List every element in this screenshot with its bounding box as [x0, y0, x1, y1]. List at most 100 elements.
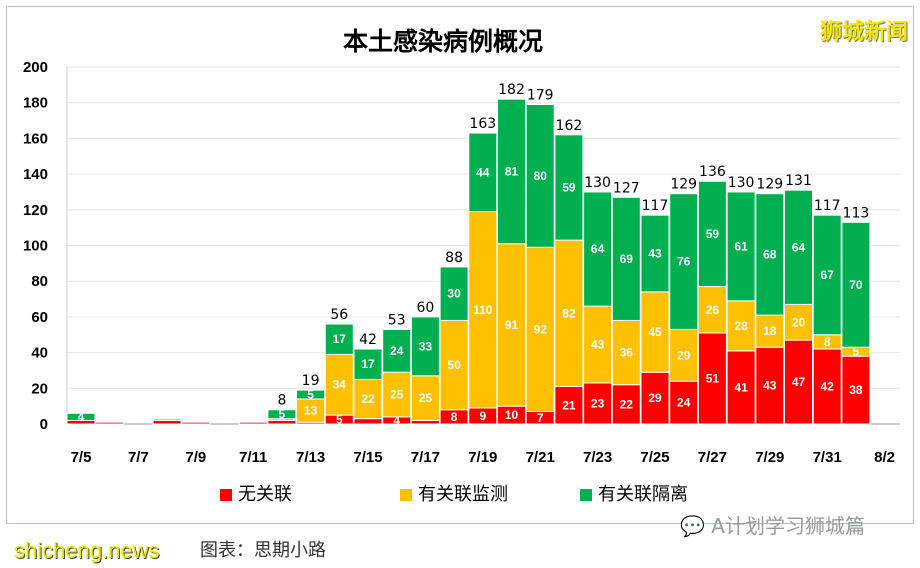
y-tick-label: 0 [40, 416, 48, 433]
total-label: 136 [699, 164, 726, 180]
bar-segment [439, 266, 469, 321]
bar-segment [238, 421, 268, 425]
total-label: 130 [728, 175, 755, 191]
legend-label: 有关联监测 [418, 484, 508, 505]
data-label: 47 [792, 375, 806, 389]
bar-segment [410, 375, 440, 421]
bar-segment [152, 418, 182, 421]
bar-segment [784, 189, 813, 305]
x-tick-label: 7/25 [640, 449, 669, 466]
x-tick-label: 7/5 [71, 449, 92, 466]
wechat-watermark-text: A计划学习狮城篇 [711, 514, 865, 538]
data-label: 59 [562, 180, 576, 194]
data-label: 36 [620, 346, 634, 360]
data-label: 33 [419, 339, 433, 353]
total-label: 179 [527, 87, 554, 103]
data-label: 20 [792, 315, 806, 329]
legend-item: 无关联 [220, 484, 400, 506]
y-tick-label: 120 [23, 202, 48, 219]
wechat-watermark: 💬 A计划学习狮城篇 [680, 514, 865, 538]
bar-segment [296, 389, 326, 400]
data-label: 25 [390, 388, 404, 402]
x-tick-label: 7/17 [411, 449, 440, 466]
x-tick-label: 7/23 [583, 449, 612, 466]
y-tick-label: 80 [31, 273, 48, 290]
bar-segment [410, 419, 440, 425]
data-label: 25 [419, 391, 433, 405]
data-label: 29 [648, 391, 662, 405]
total-label: 130 [584, 175, 611, 191]
bar-segment [410, 316, 440, 377]
data-label: 24 [390, 344, 404, 358]
data-label: 4 [393, 413, 400, 427]
data-label: 4 [78, 410, 85, 424]
bar-segment [726, 191, 756, 302]
bar-segment [640, 214, 670, 293]
data-label: 67 [821, 268, 835, 282]
legend-item: 有关联监测 [400, 484, 580, 506]
data-label: 17 [333, 332, 347, 346]
bar-segment [697, 180, 727, 288]
chart-title: 本土感染病例概况 [342, 27, 543, 56]
total-label: 8 [277, 393, 286, 409]
legend-swatch [580, 489, 592, 501]
data-label: 30 [447, 287, 461, 301]
data-label: 59 [706, 227, 720, 241]
data-label: 29 [677, 348, 691, 362]
data-label: 92 [534, 322, 548, 336]
x-tick-label: 7/19 [468, 449, 497, 466]
bar-segment [267, 409, 297, 420]
bar-segment [784, 303, 813, 341]
data-label: 43 [763, 379, 777, 393]
total-label: 88 [445, 250, 463, 266]
data-label: 34 [333, 378, 347, 392]
legend-swatch [220, 489, 232, 501]
bar-segment [554, 134, 584, 241]
data-label: 41 [734, 380, 748, 394]
bar-segment [554, 386, 584, 425]
data-label: 8 [451, 410, 458, 424]
bar-segment [640, 291, 670, 373]
data-label: 5 [307, 388, 314, 402]
x-tick-label: 8/2 [874, 449, 895, 466]
total-label: 163 [469, 116, 496, 132]
total-label: 53 [388, 312, 406, 328]
data-label: 68 [763, 247, 777, 261]
bar-segment [497, 98, 526, 245]
data-label: 28 [734, 319, 748, 333]
y-tick-label: 160 [23, 130, 48, 147]
data-label: 18 [763, 324, 777, 338]
x-tick-label: 7/21 [526, 449, 555, 466]
data-label: 43 [591, 338, 605, 352]
data-label: 13 [304, 404, 318, 418]
data-label: 21 [562, 398, 576, 412]
total-label: 56 [330, 307, 348, 323]
total-label: 129 [756, 177, 783, 193]
bar-segment [353, 418, 383, 425]
y-tick-label: 20 [31, 380, 48, 397]
data-label: 23 [591, 396, 605, 410]
x-tick-label: 7/15 [353, 449, 382, 466]
data-label: 5 [279, 407, 286, 421]
legend-item: 有关联隔离 [580, 484, 760, 506]
total-label: 131 [785, 173, 812, 189]
y-tick-label: 100 [23, 238, 48, 255]
total-label: 162 [556, 118, 583, 134]
x-tick-label: 7/13 [296, 449, 325, 466]
total-label: 117 [814, 198, 841, 214]
bar-segment [583, 305, 613, 384]
bar-segment [755, 346, 785, 425]
bar-segment [640, 371, 670, 425]
brand-logo: 狮城新闻 [819, 20, 908, 45]
data-label: 43 [648, 247, 662, 261]
total-label: 19 [302, 373, 320, 389]
total-label: 127 [613, 180, 640, 196]
bar-segment [497, 243, 526, 407]
data-label: 70 [849, 278, 863, 292]
data-label: 110 [473, 303, 493, 317]
x-tick-label: 7/29 [755, 449, 784, 466]
bar-segment [583, 191, 613, 307]
y-tick-label: 200 [23, 59, 48, 76]
x-tick-label: 7/9 [185, 449, 206, 466]
data-label: 91 [505, 318, 519, 332]
